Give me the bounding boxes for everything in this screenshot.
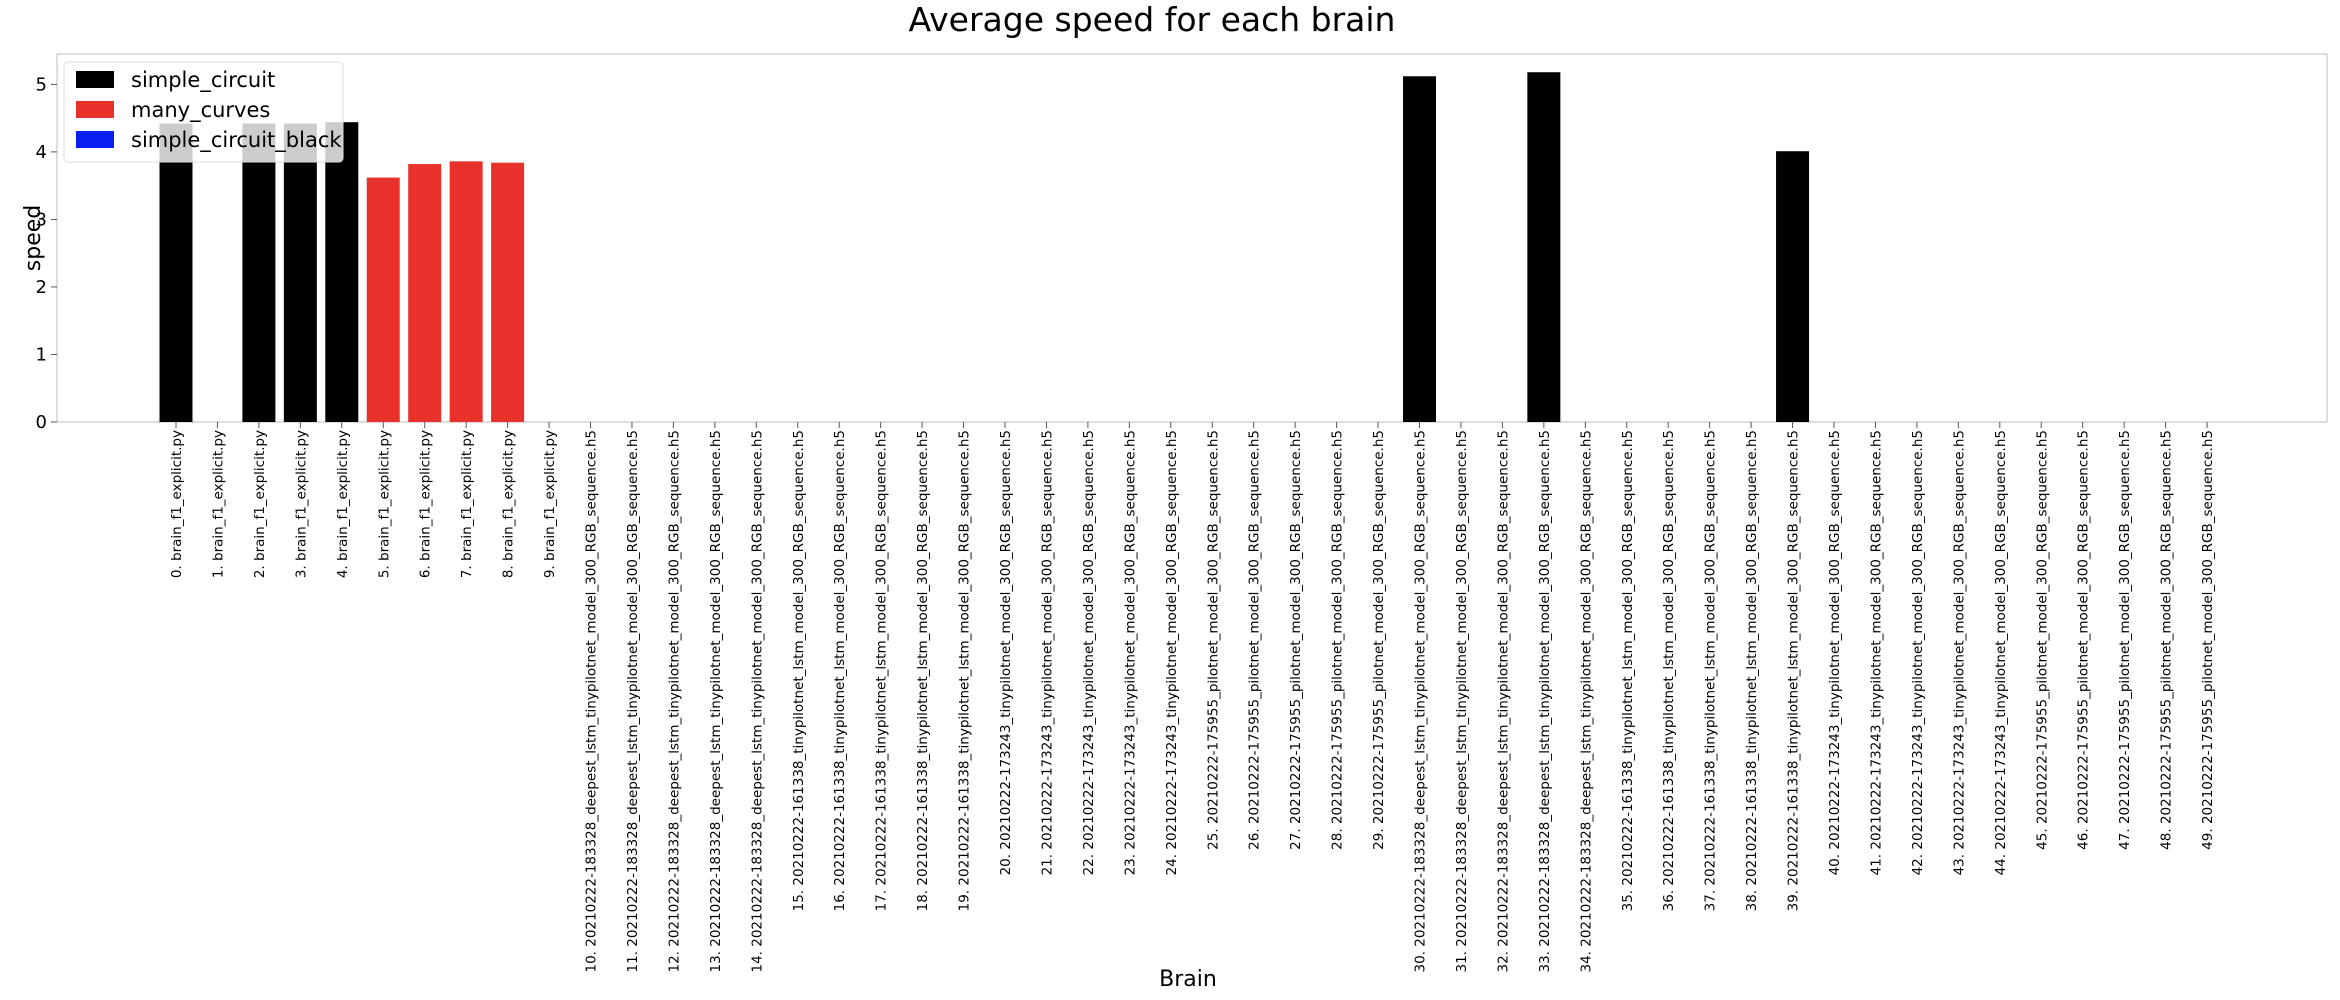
x-tick-label-39: 39. 20210222-161338_tinypilotnet_lstm_mo…: [1786, 430, 1802, 911]
bar-39: [1776, 151, 1810, 423]
x-tick-label-44: 44. 20210222-173243_tinypilotnet_model_3…: [1993, 430, 2009, 875]
x-tick-label-23: 23. 20210222-173243_tinypilotnet_model_3…: [1122, 430, 1138, 875]
legend-label-2: simple_circuit_black: [131, 128, 342, 153]
bar-5: [366, 177, 400, 422]
legend-label-0: simple_circuit: [131, 68, 275, 93]
x-tick-label-26: 26. 20210222-175955_pilotnet_model_300_R…: [1247, 430, 1263, 850]
x-tick-label-38: 38. 20210222-161338_tinypilotnet_lstm_mo…: [1744, 430, 1760, 911]
legend-box: [63, 61, 344, 163]
x-tick-label-31: 31. 20210222-183328_deepest_lstm_tinypil…: [1454, 430, 1470, 973]
x-tick-label-35: 35. 20210222-161338_tinypilotnet_lstm_mo…: [1620, 430, 1636, 911]
x-tick-label-16: 16. 20210222-161338_tinypilotnet_lstm_mo…: [832, 430, 848, 911]
x-tick-label-41: 41. 20210222-173243_tinypilotnet_model_3…: [1868, 430, 1884, 875]
x-tick-label-34: 34. 20210222-183328_deepest_lstm_tinypil…: [1578, 430, 1594, 973]
x-tick-label-12: 12. 20210222-183328_deepest_lstm_tinypil…: [666, 430, 682, 973]
chart-title: Average speed for each brain: [909, 0, 1396, 39]
y-tick-label-2: 2: [36, 277, 47, 298]
x-tick-label-17: 17. 20210222-161338_tinypilotnet_lstm_mo…: [874, 430, 890, 911]
x-tick-label-15: 15. 20210222-161338_tinypilotnet_lstm_mo…: [791, 430, 807, 911]
x-tick-label-13: 13. 20210222-183328_deepest_lstm_tinypil…: [708, 430, 724, 973]
x-tick-label-28: 28. 20210222-175955_pilotnet_model_300_R…: [1330, 430, 1346, 850]
x-tick-label-32: 32. 20210222-183328_deepest_lstm_tinypil…: [1495, 430, 1511, 973]
x-tick-label-47: 47. 20210222-175955_pilotnet_model_300_R…: [2117, 430, 2133, 850]
x-tick-label-37: 37. 20210222-161338_tinypilotnet_lstm_mo…: [1703, 430, 1719, 911]
x-tick-label-22: 22. 20210222-173243_tinypilotnet_model_3…: [1081, 430, 1097, 875]
bar-0: [159, 123, 193, 423]
x-tick-label-43: 43. 20210222-173243_tinypilotnet_model_3…: [1951, 430, 1967, 875]
x-tick-label-24: 24. 20210222-173243_tinypilotnet_model_3…: [1164, 430, 1180, 875]
x-tick-label-20: 20. 20210222-173243_tinypilotnet_model_3…: [998, 430, 1014, 875]
y-tick-label-1: 1: [36, 344, 47, 365]
x-tick-label-6: 6. brain_f1_explicit.py: [418, 430, 434, 578]
x-tick-label-27: 27. 20210222-175955_pilotnet_model_300_R…: [1288, 430, 1304, 850]
x-tick-label-40: 40. 20210222-173243_tinypilotnet_model_3…: [1827, 430, 1843, 875]
y-tick-label-4: 4: [36, 142, 47, 163]
x-tick-label-4: 4. brain_f1_explicit.py: [335, 430, 351, 578]
bar-3: [283, 123, 317, 423]
legend-swatch-0: [76, 71, 114, 88]
x-axis-label: Brain: [1159, 967, 1217, 992]
bar-30: [1403, 76, 1436, 422]
x-tick-label-33: 33. 20210222-183328_deepest_lstm_tinypil…: [1537, 430, 1553, 973]
x-tick-label-11: 11. 20210222-183328_deepest_lstm_tinypil…: [625, 430, 641, 973]
y-tick-label-5: 5: [36, 74, 47, 95]
x-tick-label-21: 21. 20210222-173243_tinypilotnet_model_3…: [1039, 430, 1055, 875]
x-tick-label-30: 30. 20210222-183328_deepest_lstm_tinypil…: [1413, 430, 1429, 973]
x-tick-label-29: 29. 20210222-175955_pilotnet_model_300_R…: [1371, 430, 1387, 850]
x-tick-label-8: 8. brain_f1_explicit.py: [501, 430, 517, 578]
x-tick-label-10: 10. 20210222-183328_deepest_lstm_tinypil…: [584, 430, 600, 973]
y-tick-label-3: 3: [36, 209, 47, 230]
bar-6: [408, 164, 442, 422]
x-axis: 0. brain_f1_explicit.py 1. brain_f1_expli…: [169, 422, 2216, 973]
x-tick-label-0: 0. brain_f1_explicit.py: [169, 430, 185, 578]
x-tick-label-25: 25. 20210222-175955_pilotnet_model_300_R…: [1205, 430, 1221, 850]
x-tick-label-45: 45. 20210222-175955_pilotnet_model_300_R…: [2034, 430, 2050, 850]
bar-8: [491, 162, 525, 422]
y-tick-label-0: 0: [36, 412, 47, 433]
x-tick-label-5: 5. brain_f1_explicit.py: [376, 430, 392, 578]
x-tick-label-19: 19. 20210222-161338_tinypilotnet_lstm_mo…: [957, 430, 973, 911]
x-tick-label-14: 14. 20210222-183328_deepest_lstm_tinypil…: [749, 430, 765, 973]
x-tick-label-3: 3. brain_f1_explicit.py: [293, 430, 309, 578]
x-tick-label-18: 18. 20210222-161338_tinypilotnet_lstm_mo…: [915, 430, 931, 911]
legend-label-1: many_curves: [131, 98, 270, 123]
x-tick-label-48: 48. 20210222-175955_pilotnet_model_300_R…: [2159, 430, 2175, 850]
x-tick-label-9: 9. brain_f1_explicit.py: [542, 430, 558, 578]
x-tick-label-46: 46. 20210222-175955_pilotnet_model_300_R…: [2076, 430, 2092, 850]
x-tick-label-36: 36. 20210222-161338_tinypilotnet_lstm_mo…: [1661, 430, 1677, 911]
legend-swatch-1: [76, 101, 114, 118]
bar-2: [242, 123, 276, 423]
bars-group: [159, 72, 1810, 423]
legend-swatch-2: [76, 131, 114, 148]
y-axis: 0 1 2 3 4 5: [36, 74, 57, 433]
x-tick-label-1: 1. brain_f1_explicit.py: [210, 430, 226, 578]
x-tick-label-49: 49. 20210222-175955_pilotnet_model_300_R…: [2200, 430, 2216, 850]
legend: simple_circuit many_curves simple_circuit_…: [63, 61, 344, 163]
plot-frame: [56, 53, 2328, 423]
x-tick-label-7: 7. brain_f1_explicit.py: [459, 430, 475, 578]
x-tick-label-2: 2. brain_f1_explicit.py: [252, 430, 268, 578]
bar-33: [1527, 72, 1561, 422]
y-axis-label: speed: [21, 205, 46, 271]
bar-7: [449, 161, 483, 423]
bar-4: [325, 122, 359, 422]
x-tick-label-42: 42. 20210222-173243_tinypilotnet_model_3…: [1910, 430, 1926, 875]
